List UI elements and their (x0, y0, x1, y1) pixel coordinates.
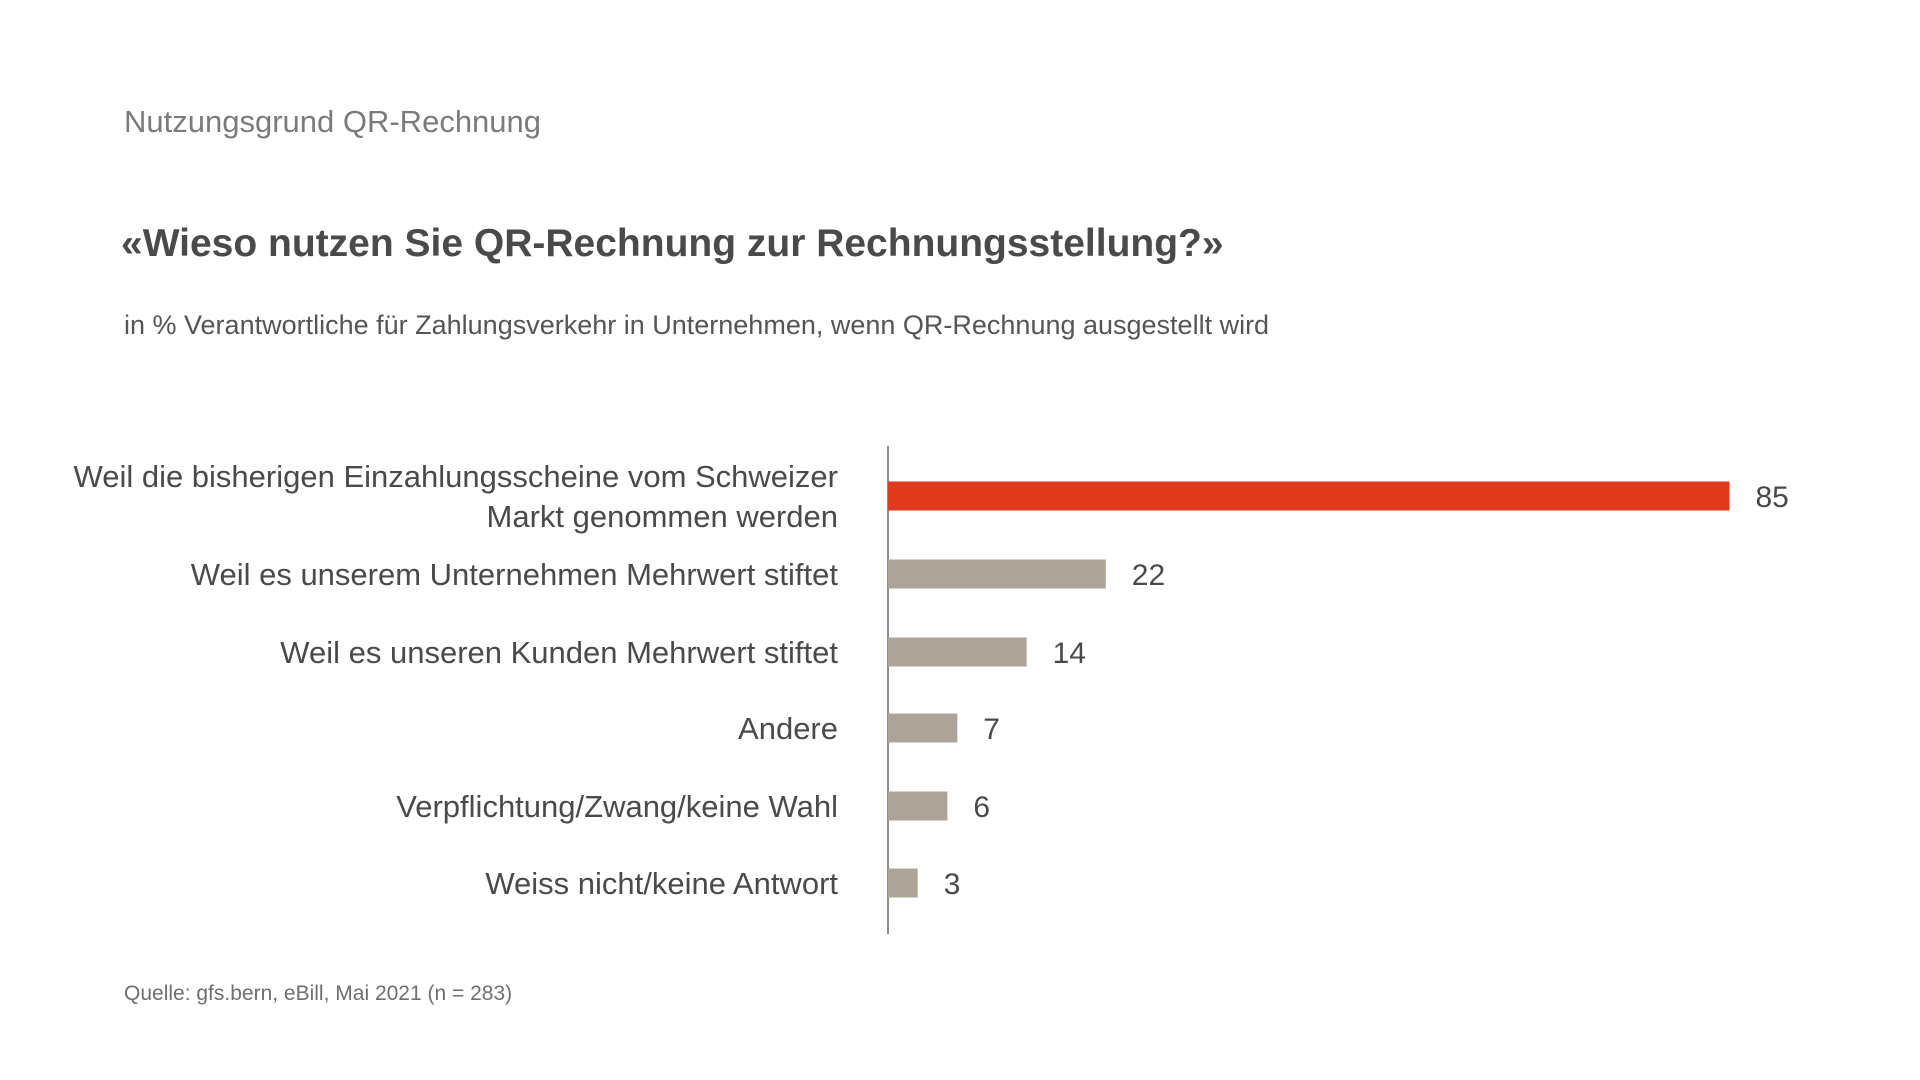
bar-2 (888, 637, 1027, 667)
value-label-5: 3 (944, 868, 961, 901)
category-label-5: Weiss nicht/keine Antwort (485, 866, 838, 901)
bar-0 (888, 481, 1730, 511)
value-label-1: 22 (1132, 559, 1165, 592)
value-label-4: 6 (973, 791, 990, 824)
value-label-3: 7 (983, 713, 1000, 746)
value-label-0: 85 (1756, 481, 1789, 514)
chart-overline: Nutzungsgrund QR-Rechnung (124, 104, 542, 139)
category-label-0: Weil die bisherigen Einzahlungsscheine v… (74, 459, 839, 534)
source-note: Quelle: gfs.bern, eBill, Mai 2021 (n = 2… (124, 982, 513, 1005)
bar-3 (888, 713, 958, 743)
value-label-2: 14 (1053, 637, 1086, 670)
bar-1 (888, 559, 1106, 589)
chart-question-title: «Wieso nutzen Sie QR-Rechnung zur Rechnu… (121, 222, 1224, 265)
chart-subtitle: in % Verantwortliche für Zahlungsverkehr… (124, 310, 1270, 340)
category-label-4: Verpflichtung/Zwang/keine Wahl (396, 789, 838, 824)
category-label-1: Weil es unserem Unternehmen Mehrwert sti… (191, 557, 839, 592)
category-label-3: Andere (738, 711, 838, 746)
category-label-2: Weil es unseren Kunden Mehrwert stiftet (280, 635, 838, 670)
bar-5 (888, 868, 918, 898)
bar-4 (888, 791, 948, 821)
